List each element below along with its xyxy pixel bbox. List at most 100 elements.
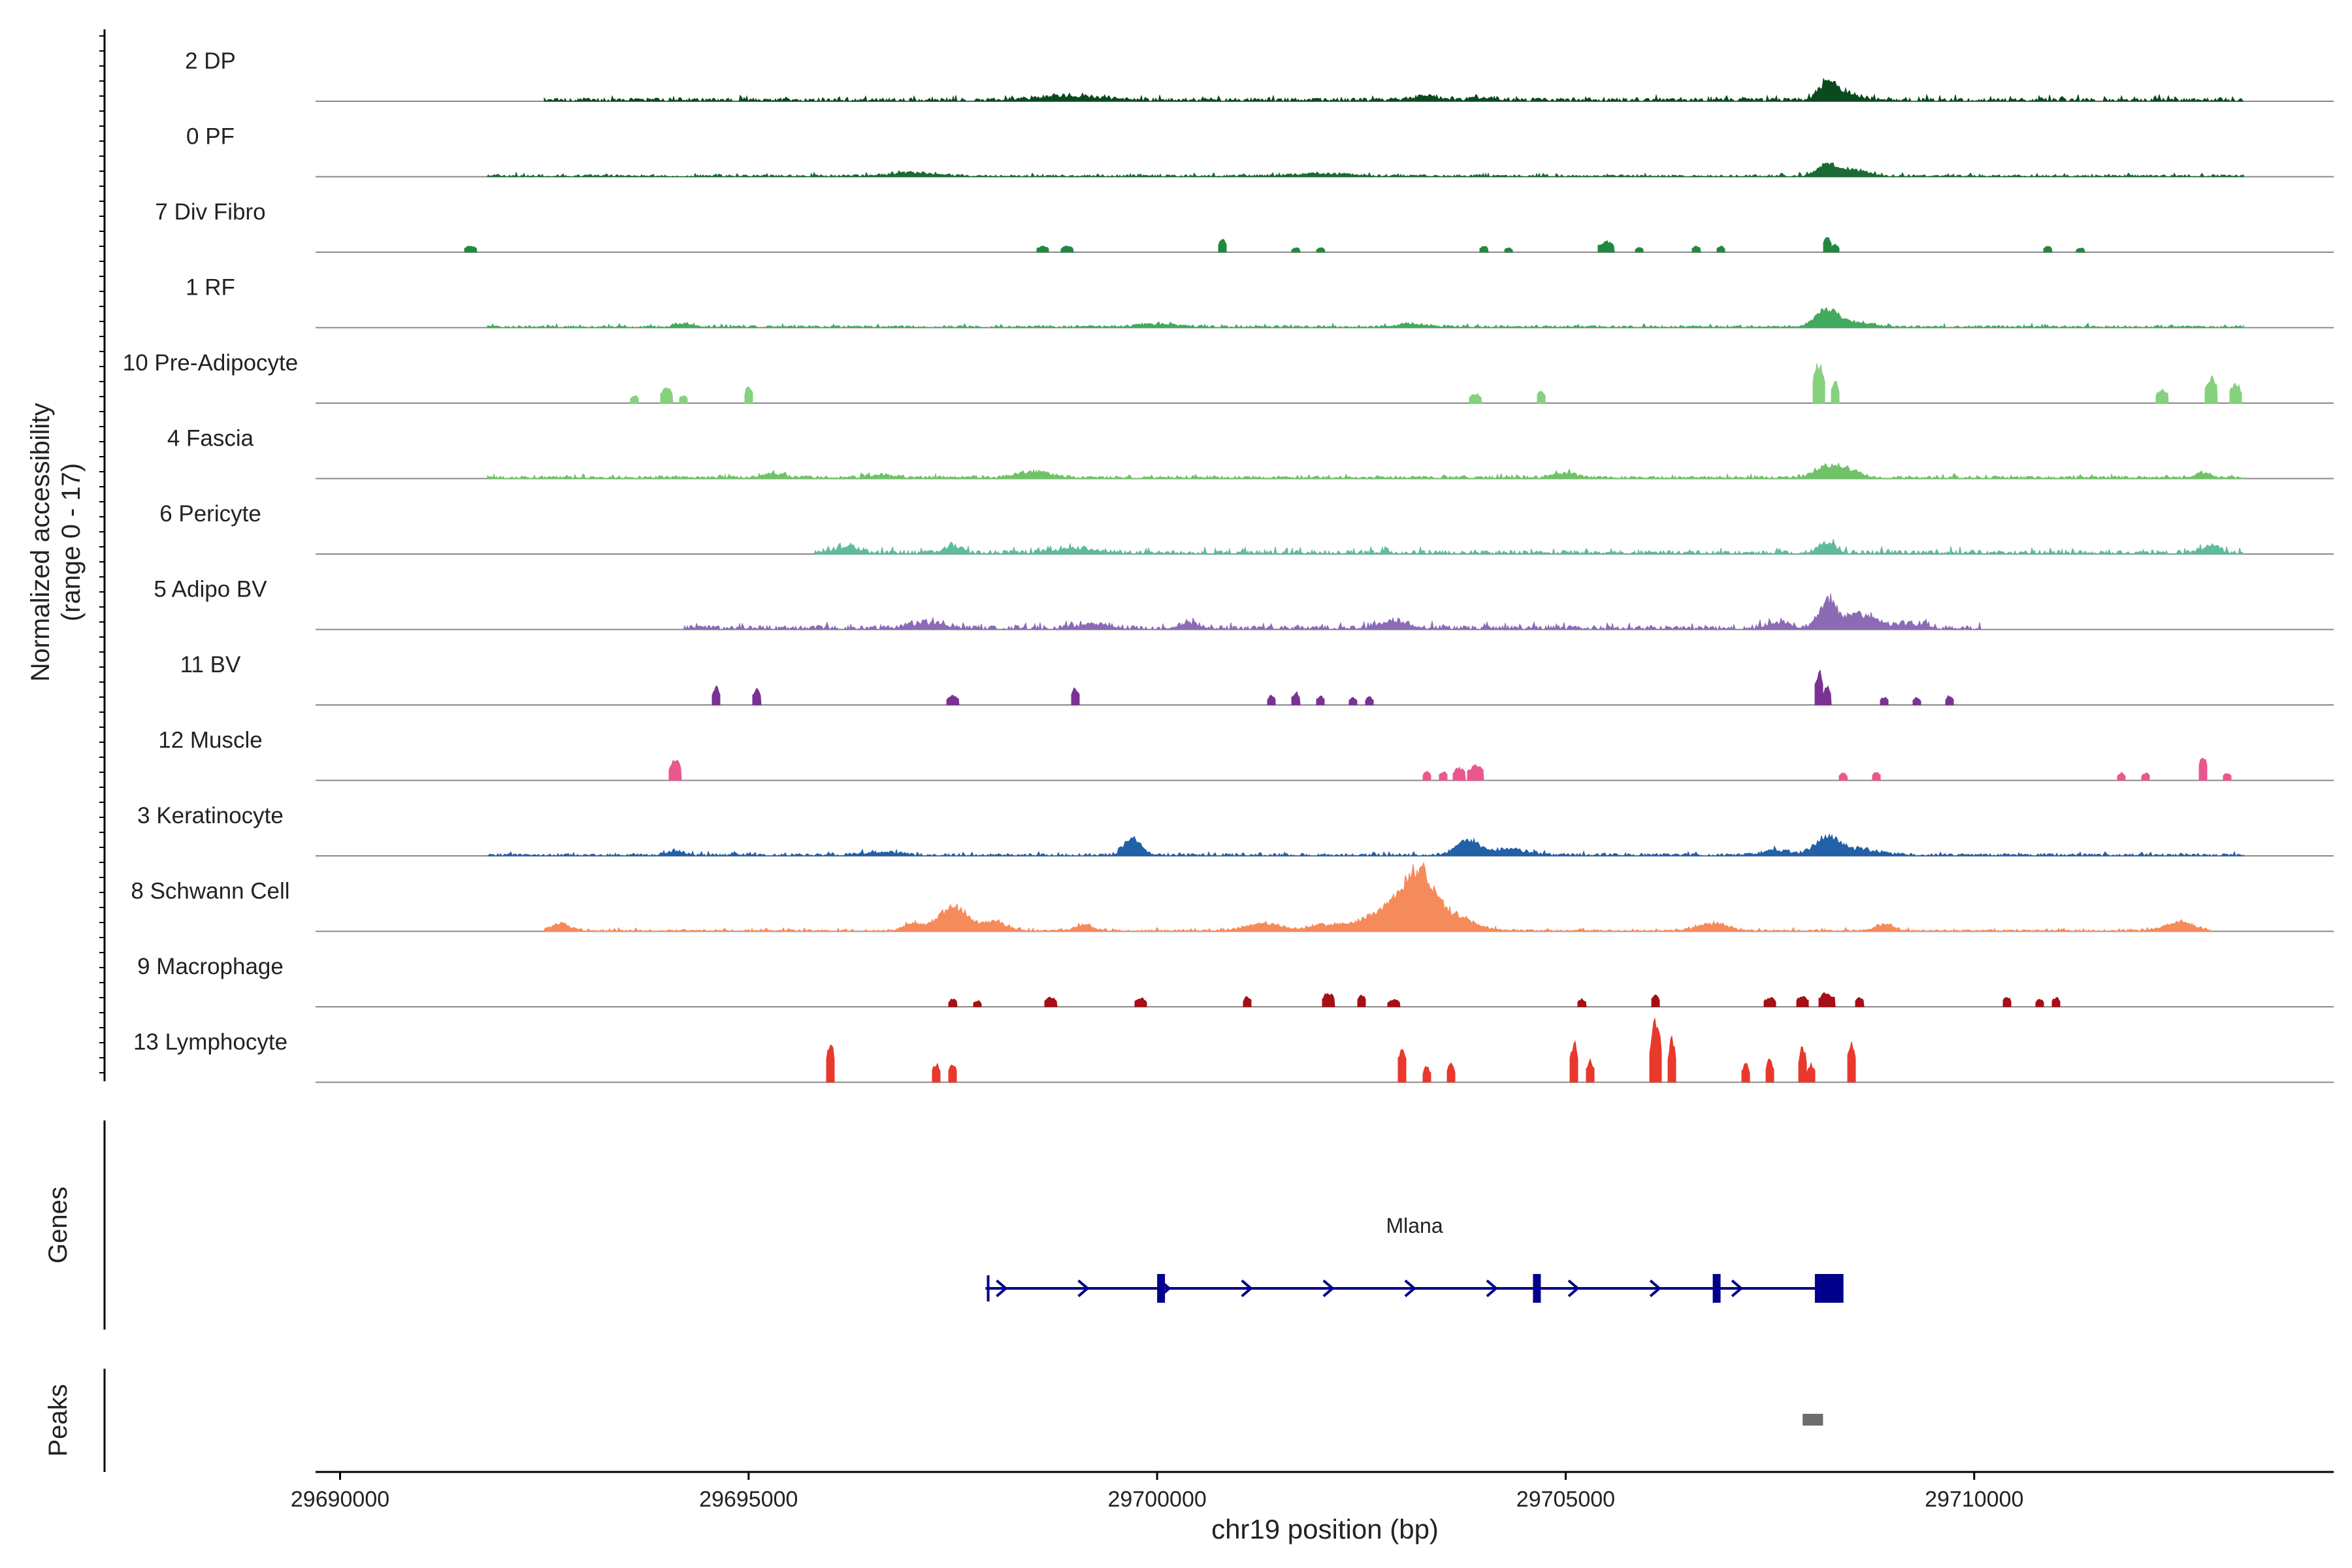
coverage-peak — [2002, 997, 2012, 1007]
track-label: 12 Muscle — [158, 728, 263, 753]
track-label: 1 RF — [186, 275, 235, 301]
coverage-area — [683, 593, 1982, 631]
strand-arrow — [1241, 1279, 1253, 1298]
track-label: 9 Macrophage — [137, 954, 284, 979]
gene-exon — [1533, 1274, 1541, 1303]
coverage-peak — [1651, 994, 1660, 1007]
coverage-peak — [1267, 694, 1276, 706]
coverage-peak — [2076, 248, 2085, 253]
coverage-peak — [1316, 247, 1326, 253]
coverage-peak — [1243, 996, 1252, 1007]
track-label: 13 Lymphocyte — [133, 1030, 287, 1055]
coverage-peak — [1060, 245, 1074, 253]
coverage-peak — [1357, 994, 1366, 1007]
gene-name-label: Mlana — [1386, 1214, 1443, 1237]
coverage-peak — [1597, 240, 1615, 253]
coverage-peak — [744, 386, 753, 404]
track-label: 0 PF — [186, 124, 235, 150]
track-label: 7 Div Fibro — [155, 199, 265, 225]
coverage-area — [487, 162, 2244, 178]
track-6-pericyte: 6 Pericyte — [159, 501, 2334, 555]
coverage-peak — [630, 395, 639, 404]
track-label: 11 BV — [180, 652, 241, 678]
track-label: 6 Pericyte — [159, 501, 261, 527]
coverage-peak — [1855, 996, 1865, 1007]
strand-arrow — [1404, 1279, 1416, 1298]
coverage-peak — [660, 387, 674, 404]
x-tick-label: 29690000 — [291, 1487, 389, 1512]
coverage-peak — [1577, 998, 1587, 1007]
coverage-peak — [1348, 696, 1358, 706]
x-axis-title: chr19 position (bp) — [1211, 1514, 1439, 1544]
coverage-peak — [1446, 1062, 1456, 1083]
coverage-peak — [1134, 997, 1147, 1007]
coverage-peak — [464, 245, 478, 253]
coverage-peak — [1649, 1017, 1662, 1083]
coverage-peak — [1818, 992, 1836, 1007]
track-9-macrophage: 9 Macrophage — [137, 954, 2334, 1007]
track-label: 5 Adipo BV — [154, 577, 267, 602]
coverage-peak — [2223, 773, 2232, 781]
coverage-peak — [948, 998, 958, 1007]
coverage-peak — [1537, 391, 1546, 404]
coverage-peak — [1397, 1049, 1407, 1083]
coverage-peak — [1036, 246, 1049, 253]
track-13-lymphocyte: 13 Lymphocyte — [133, 1017, 2334, 1083]
coverage-peak — [2155, 388, 2169, 404]
strand-arrow — [1731, 1279, 1744, 1298]
coverage-panel: 2 DP 0 PF 7 Div Fibro 1 RF 10 Pre-Adipocyte 4… — [26, 29, 2334, 1083]
coverage-peak — [2035, 999, 2044, 1007]
track-1-rf: 1 RF — [186, 275, 2334, 329]
track-label: 4 Fascia — [167, 426, 254, 451]
track-0-pf: 0 PF — [186, 124, 2334, 178]
track-label: 3 Keratinocyte — [137, 803, 284, 828]
coverage-area — [487, 833, 2244, 857]
x-axis-ticks: 29690000 29695000 29700000 29705000 29710000 — [291, 1472, 2023, 1512]
coverage-peak — [1741, 1063, 1750, 1083]
x-tick-label: 29710000 — [1925, 1487, 2023, 1512]
coverage-peak — [679, 395, 688, 404]
track-label: 2 DP — [185, 48, 236, 74]
coverage-peak — [948, 1064, 957, 1083]
strand-arrow — [996, 1279, 1008, 1298]
coverage-peak — [932, 1062, 941, 1083]
coverage-peak — [2051, 996, 2061, 1007]
coverage-peak — [1365, 696, 1374, 706]
coverage-peak — [1316, 695, 1325, 706]
y-axis-title-line2: (range 0 - 17) — [57, 463, 86, 621]
coverage-peak — [1569, 1040, 1578, 1083]
coverage-peak — [1218, 238, 1227, 253]
coverage-peak — [973, 1000, 982, 1007]
coverage-peak — [1469, 393, 1482, 404]
coverage-peak — [1467, 763, 1484, 781]
track-10-pre-adipocyte: 10 Pre-Adipocyte — [123, 350, 2334, 404]
coverage-area — [813, 538, 2245, 555]
x-axis: 29690000 29695000 29700000 29705000 29710000… — [291, 1471, 2334, 1544]
coverage-peak — [1586, 1058, 1595, 1083]
peaks-axis-title: Peaks — [44, 1384, 73, 1456]
coverage-peak — [1831, 243, 1840, 253]
coverage-peak — [2043, 246, 2053, 253]
coverage-peak — [2204, 375, 2218, 404]
coverage-peak — [1635, 247, 1644, 253]
coverage-peak — [1847, 1041, 1856, 1083]
coverage-peak — [1479, 246, 1489, 253]
track-11-bv: 11 BV — [180, 652, 2334, 706]
coverage-peak — [1322, 992, 1335, 1007]
coverage-peak — [2229, 382, 2242, 404]
track-label: 10 Pre-Adipocyte — [123, 350, 298, 376]
strand-arrow — [1567, 1279, 1580, 1298]
coverage-area — [487, 307, 2244, 329]
gene-model-mlana — [985, 1274, 1844, 1303]
x-tick-label: 29700000 — [1107, 1487, 1206, 1512]
coverage-y-ticks — [99, 35, 105, 1073]
coverage-peak — [1504, 247, 1513, 253]
coverage-peak — [1291, 691, 1301, 706]
genes-panel: Genes Mlana — [44, 1120, 1844, 1330]
coverage-peak — [1439, 771, 1448, 781]
coverage-peak — [1422, 1066, 1431, 1083]
coverage-area — [544, 77, 2244, 103]
coverage-peak — [1765, 1058, 1774, 1083]
